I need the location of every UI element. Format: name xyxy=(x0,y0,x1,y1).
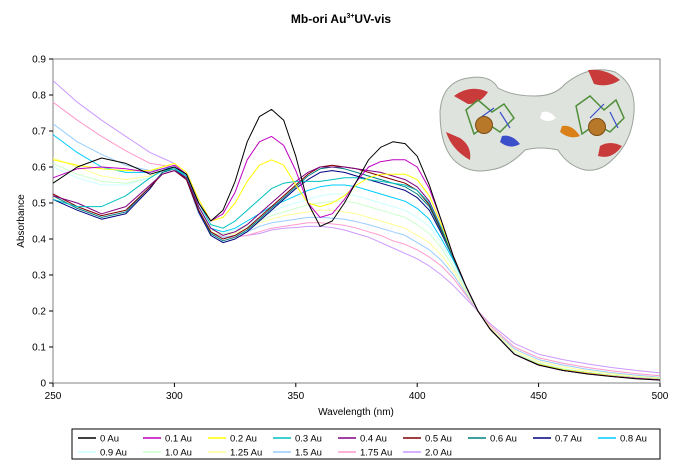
chart-title: Mb-ori Au3+UV-vis xyxy=(291,12,392,26)
y-tick-label: 0.5 xyxy=(32,199,46,210)
x-tick-label: 350 xyxy=(287,391,304,402)
x-tick-label: 300 xyxy=(166,391,183,402)
legend-label: 0.1 Au xyxy=(165,434,192,445)
legend-label: 0.7 Au xyxy=(555,434,582,445)
legend-label: 0.3 Au xyxy=(295,434,322,445)
legend-label: 1.25 Au xyxy=(230,448,262,459)
legend-label: 0.6 Au xyxy=(490,434,517,445)
protein-structure-image xyxy=(439,69,635,172)
legend-label: 1.75 Au xyxy=(360,448,392,459)
gold-atom-left xyxy=(475,116,493,134)
y-tick-label: 0 xyxy=(40,379,46,390)
chart-title-main: Mb-ori Au xyxy=(291,12,347,26)
series-lines xyxy=(52,80,661,381)
x-tick-label: 500 xyxy=(652,391,669,402)
legend-box xyxy=(71,428,661,460)
chart-title-suffix: UV-vis xyxy=(354,12,391,26)
x-axis: 250 300 350 400 450 500 xyxy=(45,383,669,402)
legend-label: 0.9 Au xyxy=(100,448,127,459)
legend-label: 0 Au xyxy=(100,434,119,445)
legend-label: 1.0 Au xyxy=(165,448,192,459)
y-tick-label: 0.6 xyxy=(32,163,46,174)
y-axis: 0 0.1 0.2 0.3 0.4 0.5 0.6 0.7 0.8 0.9 xyxy=(32,55,53,390)
legend-label: 2.0 Au xyxy=(425,448,452,459)
x-tick-label: 400 xyxy=(409,391,426,402)
chart-title-superscript: 3+ xyxy=(346,13,354,20)
legend-label: 0.8 Au xyxy=(620,434,647,445)
legend-label: 0.5 Au xyxy=(425,434,452,445)
y-tick-label: 0.4 xyxy=(32,235,46,246)
x-tick-label: 250 xyxy=(45,391,62,402)
y-tick-label: 0.2 xyxy=(32,307,46,318)
y-tick-label: 0.3 xyxy=(32,271,46,282)
legend-label: 0.2 Au xyxy=(230,434,257,445)
series-line-0-Au xyxy=(52,108,661,381)
y-tick-label: 0.7 xyxy=(32,127,46,138)
x-tick-label: 450 xyxy=(530,391,547,402)
legend: 0 Au 0.1 Au 0.2 Au 0.3 Au 0.4 Au 0.5 Au 0.6 Au… xyxy=(78,434,647,459)
y-axis-title: Absorbance xyxy=(16,194,27,248)
y-tick-label: 0.1 xyxy=(32,343,46,354)
legend-label: 0.4 Au xyxy=(360,434,387,445)
x-axis-title: Wavelength (nm) xyxy=(318,407,394,418)
y-tick-label: 0.8 xyxy=(32,91,46,102)
y-tick-label: 0.9 xyxy=(32,55,46,66)
gold-atom-right xyxy=(588,118,606,136)
legend-label: 1.5 Au xyxy=(295,448,322,459)
